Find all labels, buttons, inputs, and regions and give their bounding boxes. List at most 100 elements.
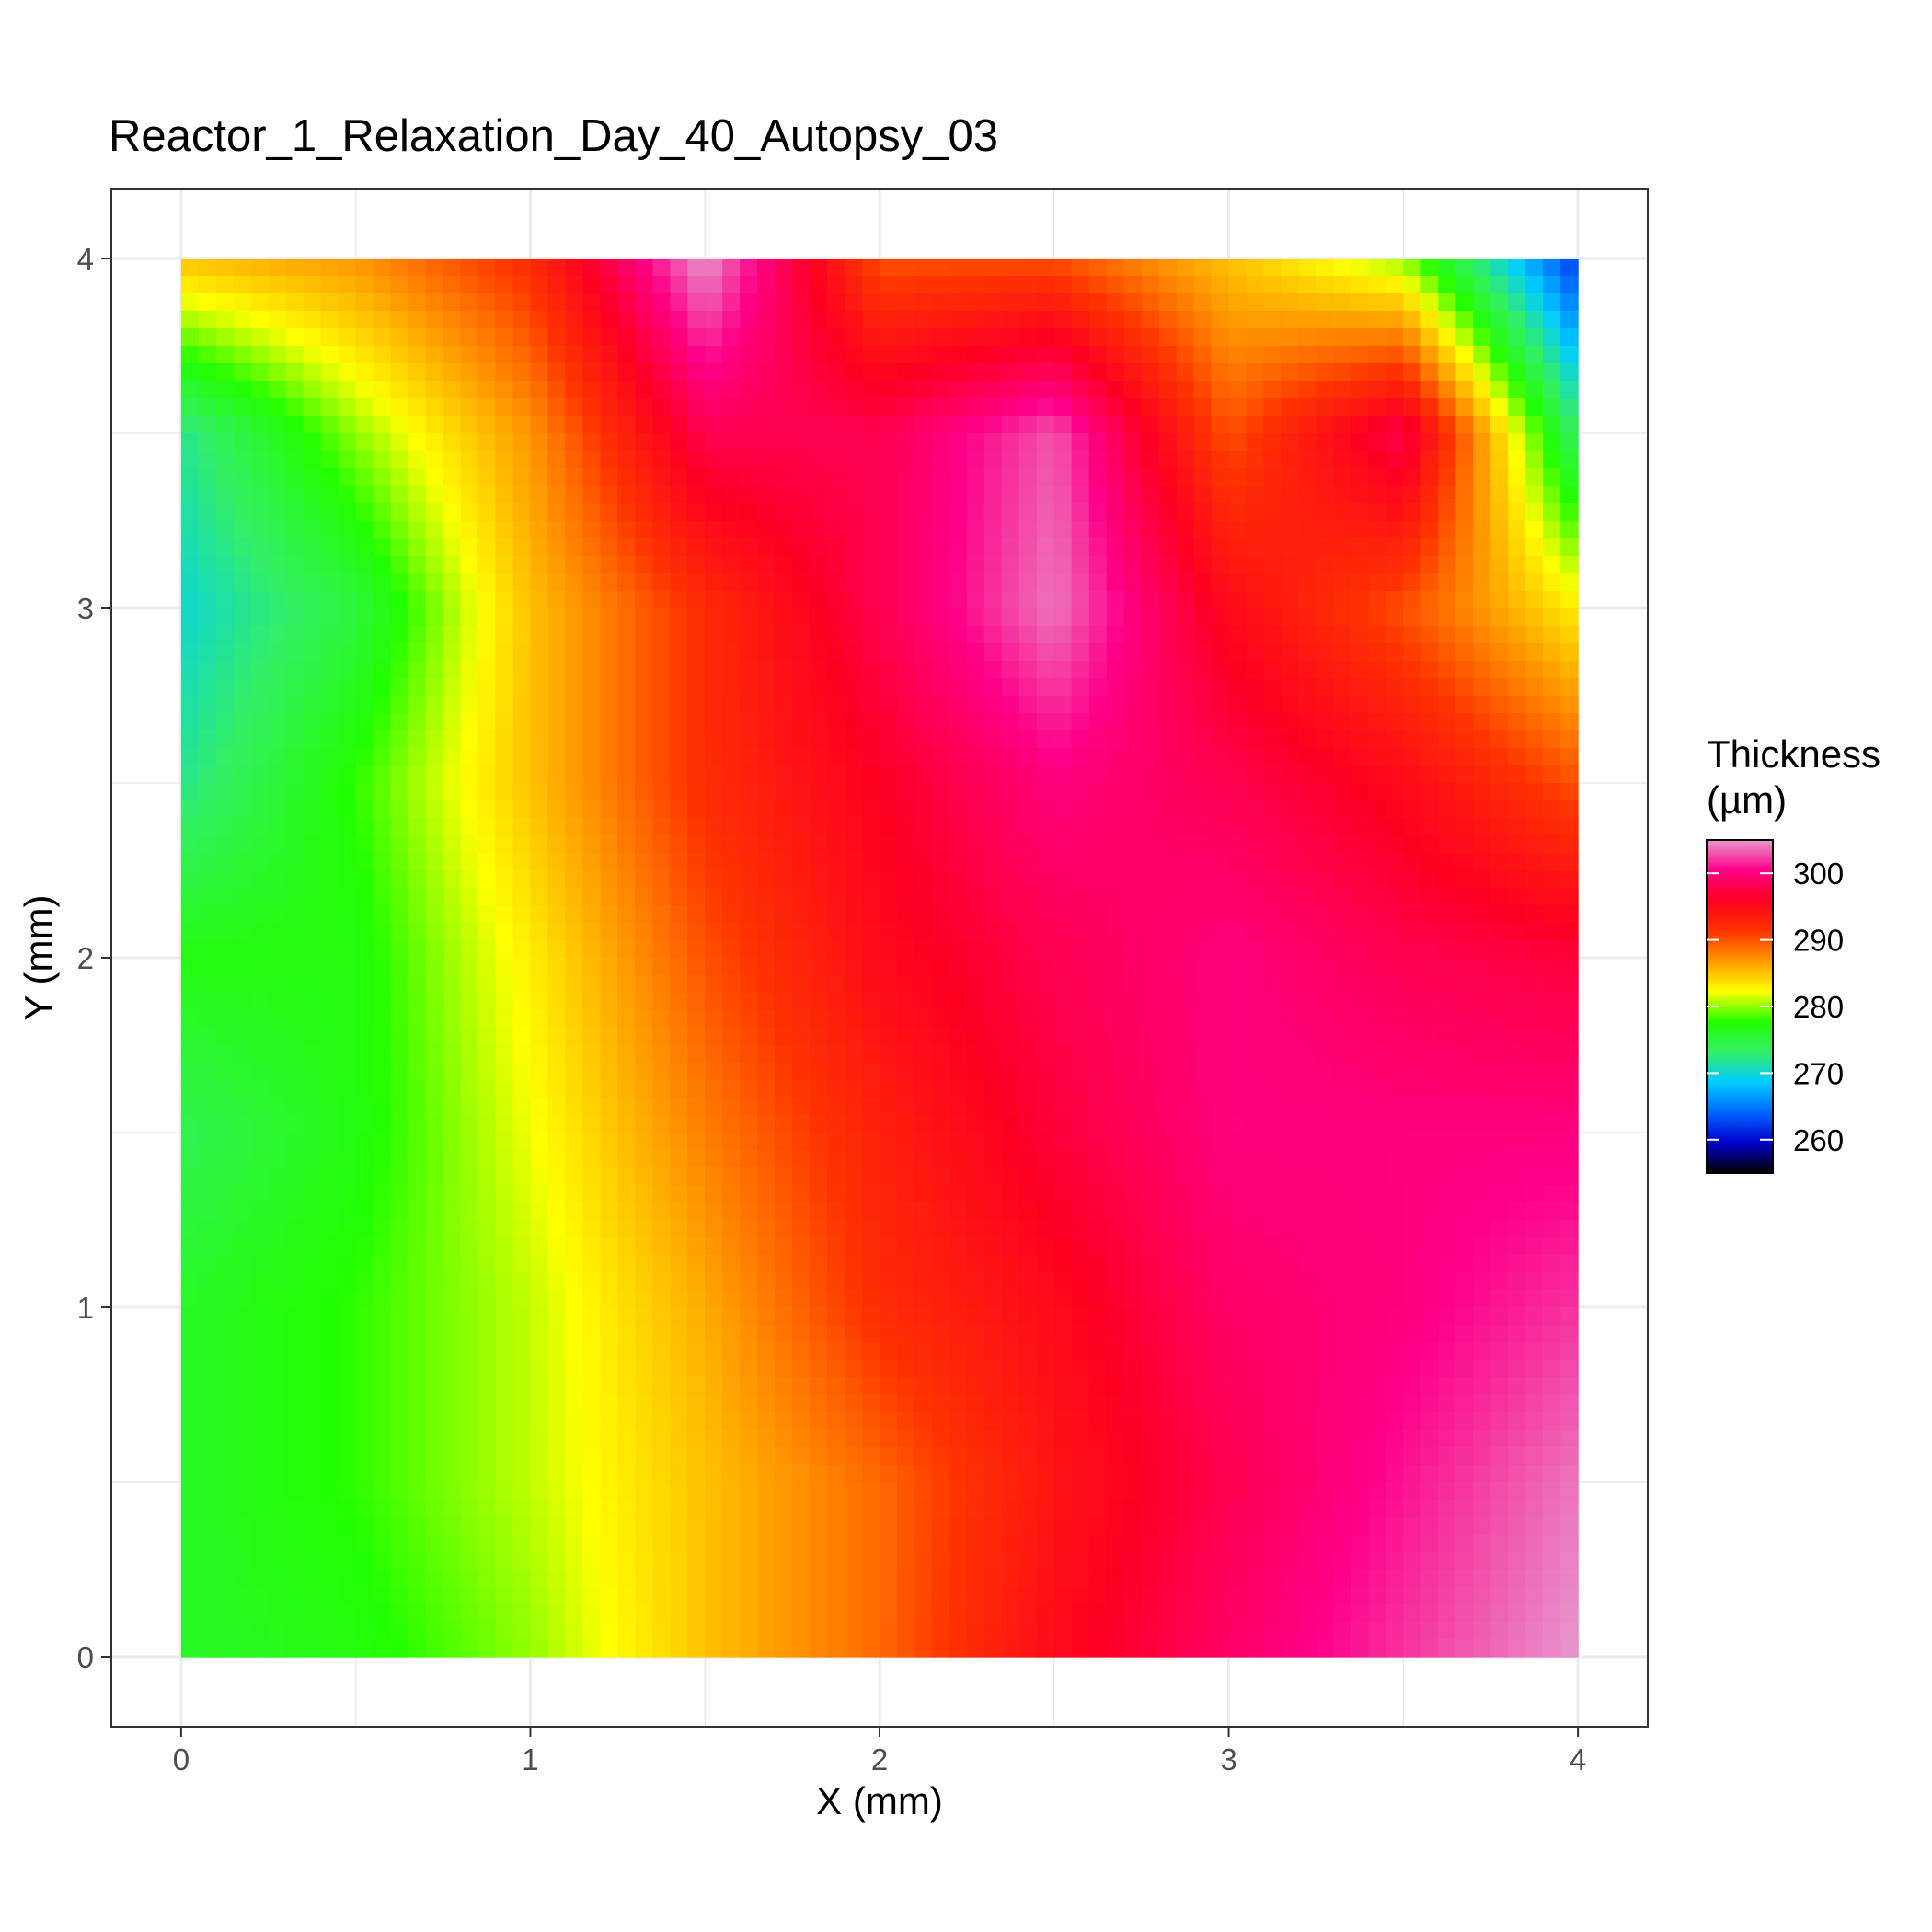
heat-cell	[1158, 643, 1178, 661]
heat-cell	[530, 800, 549, 819]
heat-cell	[373, 573, 392, 592]
heat-cell	[617, 923, 636, 941]
heat-cell	[1368, 713, 1386, 731]
heat-cell	[215, 1133, 235, 1151]
heat-cell	[285, 573, 305, 592]
heat-cell	[949, 1133, 968, 1151]
heat-cell	[600, 1220, 618, 1238]
heat-cell	[425, 905, 444, 924]
heat-cell	[390, 1237, 409, 1256]
heat-cell	[1176, 975, 1195, 994]
heat-cell	[1281, 521, 1300, 539]
heat-cell	[600, 1028, 618, 1046]
heat-cell	[1281, 1202, 1300, 1221]
heat-cell	[740, 661, 758, 679]
heat-cell	[845, 975, 863, 994]
heat-cell	[966, 1185, 985, 1203]
heat-cell	[687, 468, 706, 487]
heat-cell	[1018, 591, 1038, 609]
heat-cell	[1018, 433, 1038, 452]
heat-cell	[722, 608, 741, 627]
heat-cell	[931, 451, 950, 469]
heat-cell	[285, 486, 305, 504]
heat-cell	[425, 643, 444, 661]
heat-cell	[408, 311, 427, 329]
heat-cell	[1176, 468, 1195, 487]
heat-cell	[320, 800, 339, 819]
heat-cell	[495, 765, 514, 784]
heat-cell	[617, 1028, 636, 1046]
heat-cell	[233, 486, 252, 504]
heat-cell	[983, 905, 1003, 924]
heat-cell	[1438, 818, 1456, 836]
heat-cell	[1246, 259, 1265, 277]
heat-cell	[862, 556, 880, 574]
heat-cell	[1036, 1237, 1055, 1256]
heat-cell	[355, 958, 374, 976]
heat-cell	[687, 486, 706, 504]
heat-cell	[1525, 818, 1544, 836]
heat-cell	[1316, 1255, 1335, 1273]
heat-cell	[652, 1133, 671, 1151]
heat-cell	[670, 975, 688, 994]
heat-cell	[1193, 486, 1213, 504]
heat-cell	[983, 381, 1003, 399]
heat-cell	[1211, 713, 1230, 731]
heat-cell	[1088, 853, 1108, 871]
heat-cell	[1420, 748, 1439, 766]
heat-cell	[180, 1028, 200, 1046]
heat-cell	[845, 363, 863, 382]
heat-cell	[1386, 259, 1404, 277]
heat-cell	[949, 416, 968, 434]
heat-cell	[880, 748, 898, 766]
heat-cell	[757, 888, 776, 906]
heat-cell	[1455, 993, 1474, 1011]
heat-cell	[1071, 1272, 1090, 1291]
heat-cell	[1473, 1167, 1491, 1186]
heat-cell	[320, 713, 339, 731]
heat-cell	[1228, 1133, 1248, 1151]
heat-cell	[983, 503, 1003, 522]
heat-cell	[1281, 940, 1300, 959]
heat-cell	[1141, 730, 1160, 749]
heat-cell	[722, 923, 741, 941]
heat-cell	[1018, 661, 1038, 679]
heat-cell	[373, 451, 392, 469]
heat-cell	[1246, 1028, 1265, 1046]
heat-cell	[1543, 556, 1561, 574]
heat-cell	[1071, 730, 1090, 749]
heat-cell	[1316, 1307, 1335, 1326]
heat-cell	[338, 1115, 357, 1133]
heat-cell	[1071, 1115, 1090, 1133]
heat-cell	[1316, 888, 1335, 906]
heat-cell	[1106, 940, 1125, 959]
heat-cell	[1351, 888, 1369, 906]
heat-cell	[1298, 1063, 1317, 1081]
heat-cell	[355, 1045, 374, 1064]
heat-cell	[1001, 1133, 1020, 1151]
heat-cell	[1193, 1115, 1213, 1133]
heat-cell	[443, 1167, 462, 1186]
heat-cell	[1018, 1080, 1038, 1098]
heat-cell	[582, 556, 601, 574]
heat-cell	[1473, 1272, 1491, 1291]
heat-cell	[1316, 1220, 1335, 1238]
heat-cell	[914, 1185, 933, 1203]
heat-cell	[547, 398, 567, 417]
heat-cell	[792, 818, 811, 836]
heat-cell	[635, 835, 653, 854]
heat-cell	[1438, 678, 1456, 696]
heat-cell	[1386, 993, 1404, 1011]
heat-cell	[635, 573, 653, 592]
heat-cell	[635, 643, 653, 661]
heat-cell	[600, 1133, 618, 1151]
heat-cell	[880, 1185, 898, 1203]
heat-cell	[1071, 363, 1090, 382]
heat-cell	[1071, 556, 1090, 574]
heat-cell	[617, 346, 636, 364]
heat-cell	[1053, 328, 1073, 347]
heat-cell	[495, 1307, 514, 1326]
heat-cell	[1193, 1237, 1213, 1256]
heat-cell	[1071, 853, 1090, 871]
heat-cell	[180, 503, 200, 522]
